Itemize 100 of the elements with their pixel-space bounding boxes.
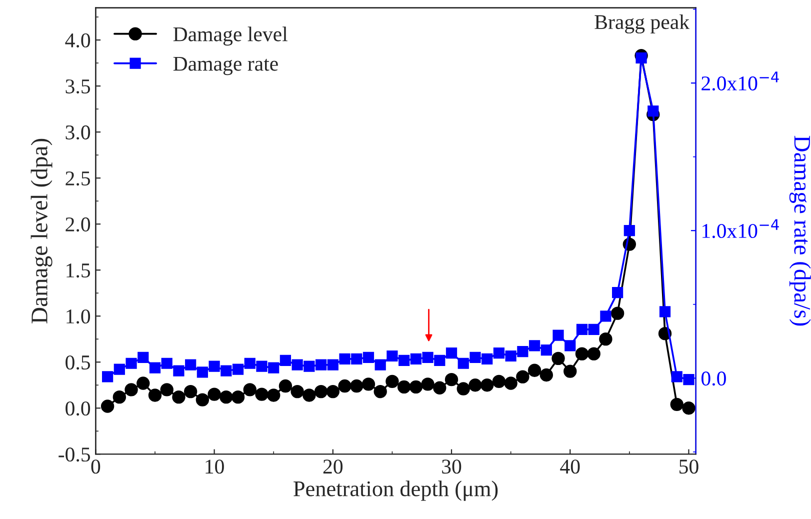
point [208, 388, 221, 401]
point [172, 390, 186, 404]
y2-axis-title: Damage rate (dpa/s) [789, 136, 811, 326]
point [304, 360, 315, 372]
point [100, 400, 114, 413]
point [374, 359, 386, 370]
point [505, 350, 516, 362]
point [552, 330, 564, 341]
y2-tick-label: 2.0x10$^{−4}$ [702, 72, 779, 91]
point [386, 350, 398, 362]
y-tick-label: 1.5 [66, 264, 90, 278]
point [610, 306, 624, 320]
point [528, 340, 540, 352]
point [599, 332, 612, 346]
point [386, 374, 399, 388]
point [278, 379, 292, 393]
point [208, 360, 220, 372]
point [612, 287, 624, 298]
point [232, 364, 244, 375]
y-tick-label: 2.0 [66, 217, 90, 232]
point [148, 388, 162, 402]
point [682, 402, 696, 415]
point [468, 378, 482, 392]
y-tick-label: 3.0 [66, 125, 90, 140]
point [362, 378, 376, 391]
point [102, 371, 114, 382]
point [255, 388, 268, 401]
point [256, 360, 268, 372]
y-tick-label: -0.5 [58, 448, 90, 462]
point [114, 364, 125, 375]
point [292, 359, 303, 370]
point [267, 388, 280, 402]
y-tick-label: 4.0 [65, 33, 90, 48]
point [470, 352, 481, 364]
point [517, 346, 528, 358]
point [636, 52, 647, 64]
point [552, 352, 565, 366]
point [112, 390, 126, 404]
point [516, 370, 530, 384]
annotation: Bragg peak [594, 14, 690, 34]
point [648, 106, 659, 117]
legend-label: Damage level [173, 26, 288, 46]
point [659, 306, 671, 318]
point [434, 354, 446, 366]
point [600, 310, 612, 322]
x-tick-label: 10 [206, 460, 224, 474]
point [540, 344, 552, 356]
x-tick-label: 40 [560, 460, 580, 474]
point [351, 353, 362, 365]
point [362, 352, 374, 364]
point [492, 374, 506, 388]
x-axis-title: Penetration depth (μm) [294, 480, 498, 501]
point [338, 379, 352, 393]
x-tick-label: 20 [323, 460, 343, 474]
point [683, 374, 694, 386]
point [126, 358, 137, 369]
point [196, 393, 210, 406]
point [540, 368, 553, 382]
point [482, 353, 493, 365]
point [196, 366, 208, 378]
point [231, 390, 245, 404]
y-tick-label: 2.5 [66, 171, 90, 186]
point [185, 359, 196, 370]
y-axis-title: Damage level (dpa) [30, 138, 52, 324]
y-tick-label: 3.5 [66, 79, 90, 94]
point [588, 324, 600, 335]
y2-tick-label: 1.0x10$^{−4}$ [702, 219, 779, 238]
point [398, 354, 410, 366]
point [397, 380, 411, 394]
point [243, 383, 256, 396]
point [456, 382, 470, 396]
point [149, 362, 161, 374]
point [374, 384, 387, 398]
point [421, 378, 434, 391]
point [160, 383, 174, 396]
point [444, 372, 458, 386]
point [587, 347, 600, 360]
point [624, 225, 635, 236]
point [314, 384, 328, 398]
x-tick-label: 0 [91, 460, 100, 474]
y-tick-label: 1.0 [66, 309, 90, 324]
point [138, 352, 149, 364]
point [480, 378, 494, 392]
point [446, 347, 458, 359]
point [671, 371, 682, 382]
point [290, 384, 304, 398]
point [528, 364, 542, 377]
y-tick-label: 0.0 [66, 401, 90, 416]
point [409, 380, 423, 394]
point [315, 359, 327, 370]
point [433, 381, 446, 394]
y2-tick-label: 0.0 [701, 372, 726, 386]
point [410, 353, 422, 365]
point [280, 354, 292, 366]
point [458, 358, 469, 369]
point [422, 352, 434, 364]
point [564, 340, 576, 352]
point [504, 376, 518, 390]
point [184, 384, 198, 398]
point [173, 365, 184, 376]
